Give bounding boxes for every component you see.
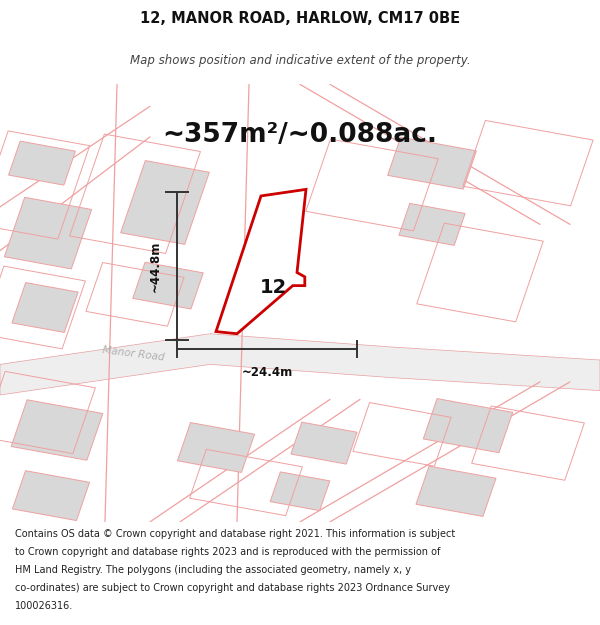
- Polygon shape: [121, 161, 209, 244]
- Text: 12, MANOR ROAD, HARLOW, CM17 0BE: 12, MANOR ROAD, HARLOW, CM17 0BE: [140, 11, 460, 26]
- Text: Manor Road: Manor Road: [102, 344, 165, 362]
- Polygon shape: [0, 334, 600, 395]
- Polygon shape: [8, 141, 76, 185]
- Polygon shape: [423, 399, 513, 452]
- Polygon shape: [178, 422, 254, 472]
- Polygon shape: [4, 198, 92, 269]
- Text: ~24.4m: ~24.4m: [241, 366, 293, 379]
- Polygon shape: [291, 422, 357, 464]
- Polygon shape: [13, 471, 89, 521]
- Text: ~357m²/~0.088ac.: ~357m²/~0.088ac.: [163, 122, 437, 148]
- Text: 12: 12: [259, 278, 287, 298]
- Polygon shape: [216, 189, 306, 334]
- Text: 100026316.: 100026316.: [15, 601, 73, 611]
- Polygon shape: [416, 466, 496, 516]
- Polygon shape: [11, 400, 103, 460]
- Text: HM Land Registry. The polygons (including the associated geometry, namely x, y: HM Land Registry. The polygons (includin…: [15, 565, 411, 575]
- Text: ~44.8m: ~44.8m: [149, 240, 162, 292]
- Polygon shape: [388, 137, 476, 189]
- Polygon shape: [133, 262, 203, 309]
- Text: Map shows position and indicative extent of the property.: Map shows position and indicative extent…: [130, 54, 470, 68]
- Text: co-ordinates) are subject to Crown copyright and database rights 2023 Ordnance S: co-ordinates) are subject to Crown copyr…: [15, 583, 450, 593]
- Text: Contains OS data © Crown copyright and database right 2021. This information is : Contains OS data © Crown copyright and d…: [15, 529, 455, 539]
- Text: to Crown copyright and database rights 2023 and is reproduced with the permissio: to Crown copyright and database rights 2…: [15, 547, 440, 557]
- Polygon shape: [12, 282, 78, 332]
- Polygon shape: [270, 472, 330, 511]
- Polygon shape: [399, 203, 465, 246]
